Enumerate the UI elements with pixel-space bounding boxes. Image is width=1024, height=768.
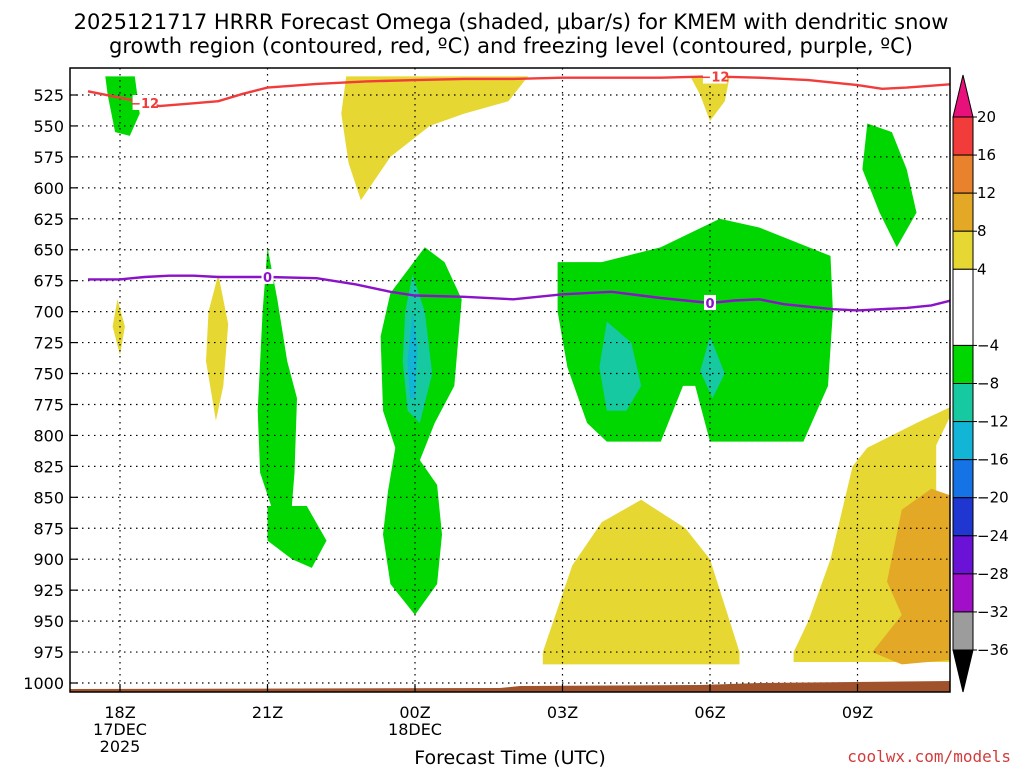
- colorbar-label: 4: [977, 260, 987, 278]
- y-tick-label: 925: [33, 581, 64, 600]
- colorbar-labels: 20 16 12 8 4 −4 −8 −12 −16 −20 −24 −28 −32 −36: [973, 108, 1009, 659]
- ground-surface: [70, 681, 950, 692]
- colorbar: [952, 74, 974, 693]
- colorbar-bin-12: [952, 573, 974, 613]
- y-tick-label: 875: [33, 519, 64, 538]
- colorbar-bin-3: [952, 192, 974, 232]
- freezing-level-contour-label-bg: [261, 268, 274, 284]
- y-tick-label: 525: [33, 86, 64, 105]
- y-tick-label: 600: [33, 179, 64, 198]
- colorbar-label: −20: [977, 489, 1009, 507]
- y-tick-label: 850: [33, 488, 64, 507]
- omega-shading: [105, 76, 950, 665]
- colorbar-bin-4: [952, 230, 974, 270]
- colorbar-bin-9: [952, 459, 974, 499]
- colorbar-label: −36: [977, 641, 1009, 659]
- dgz-minus12-contour-label: −12: [130, 97, 159, 112]
- x-tick-label: 09Z: [842, 703, 873, 722]
- colorbar-label: −28: [977, 565, 1009, 583]
- omega-shade-region-15: [542, 499, 740, 665]
- x-tick-label: 00Z: [399, 703, 430, 722]
- chart-title-line-2: growth region (contoured, red, ºC) and f…: [109, 34, 913, 58]
- freezing-level-contour-line: [88, 274, 950, 312]
- colorbar-bin-8: [952, 421, 974, 461]
- y-tick-label: 625: [33, 210, 64, 229]
- x-tick-label: 18DEC: [388, 720, 442, 739]
- colorbar-bin-7: [952, 383, 974, 423]
- dgz-minus12-contour-label-bg: [702, 68, 727, 84]
- colorbar-label: −8: [977, 375, 999, 393]
- omega-shade-region-9: [380, 247, 462, 615]
- y-tick-label: 825: [33, 457, 64, 476]
- colorbar-label: −32: [977, 603, 1009, 621]
- x-tick-label: 03Z: [547, 703, 578, 722]
- omega-shade-region-17: [872, 488, 950, 665]
- colorbar-label: 8: [977, 222, 987, 240]
- omega-shade-region-14: [700, 336, 725, 399]
- plot-frame: [69, 67, 951, 693]
- y-tick-label: 700: [33, 303, 64, 322]
- colorbar-label: 16: [977, 146, 996, 164]
- x-tick-label: 2025: [100, 737, 141, 756]
- colorbar-bin-10: [952, 497, 974, 537]
- colorbar-label: 20: [977, 108, 996, 126]
- freezing-level-contour-label-bg: [704, 294, 716, 310]
- colorbar-bin-13: [952, 611, 974, 651]
- dgz-minus12-contour-line: [87, 75, 950, 108]
- credit-text: coolwx.com/models: [847, 747, 1011, 766]
- colorbar-bin-2: [952, 154, 974, 194]
- colorbar-bin-1: [952, 116, 974, 156]
- contour-lines: −12 −12 0 0: [87, 68, 950, 312]
- x-tick-label: 18Z: [104, 703, 135, 722]
- freezing-level-contour-label: 0: [263, 271, 272, 286]
- y-tick-label: 675: [33, 272, 64, 291]
- x-tick-label: 21Z: [252, 703, 283, 722]
- omega-shade-region-13: [599, 321, 642, 411]
- y-tick-label: 975: [33, 643, 64, 662]
- x-axis-label: Forecast Time (UTC): [414, 747, 605, 768]
- dgz-minus12-contour-label-bg: [132, 94, 157, 110]
- grid-lines: [70, 68, 950, 692]
- x-tick-label: 06Z: [694, 703, 725, 722]
- freezing-level-contour-label: 0: [705, 297, 714, 312]
- omega-shade-region-7: [257, 247, 297, 535]
- colorbar-label: −4: [977, 336, 999, 354]
- y-tick-label: 550: [33, 117, 64, 136]
- omega-shade-region-5: [112, 299, 125, 355]
- chart-title-line-1: 2025121717 HRRR Forecast Omega (shaded, …: [74, 10, 949, 34]
- colorbar-label: −24: [977, 527, 1009, 545]
- colorbar-label: −12: [977, 413, 1009, 431]
- y-tick-label: 650: [33, 241, 64, 260]
- y-tick-label: 775: [33, 395, 64, 414]
- x-tick-label: 17DEC: [93, 720, 147, 739]
- y-tick-label: 1000: [23, 674, 64, 693]
- y-tick-label: 750: [33, 365, 64, 384]
- plot-area: −12 −12 0 0: [70, 68, 950, 692]
- y-tick-label: 950: [33, 612, 64, 631]
- colorbar-bin-6: [952, 344, 974, 384]
- colorbar-label: 12: [977, 184, 996, 202]
- colorbar-bin-11: [952, 535, 974, 575]
- y-tick-label: 725: [33, 334, 64, 353]
- colorbar-bin-14: [952, 649, 974, 693]
- omega-shade-region-8: [267, 506, 327, 568]
- omega-shade-region-1: [341, 76, 529, 201]
- y-tick-label: 800: [33, 426, 64, 445]
- y-tick-label: 900: [33, 550, 64, 569]
- y-axis-ticks: 525 550 575 600 625 650 675 700 725 750 775 800 825 8…: [23, 86, 78, 693]
- omega-shade-region-6: [206, 274, 229, 421]
- y-tick-label: 575: [33, 148, 64, 167]
- dgz-minus12-contour-label: −12: [700, 71, 729, 86]
- omega-shade-region-3: [862, 123, 917, 248]
- omega-shade-region-0: [105, 76, 140, 136]
- colorbar-label: −16: [977, 451, 1009, 469]
- colorbar-bin-5: [952, 268, 974, 346]
